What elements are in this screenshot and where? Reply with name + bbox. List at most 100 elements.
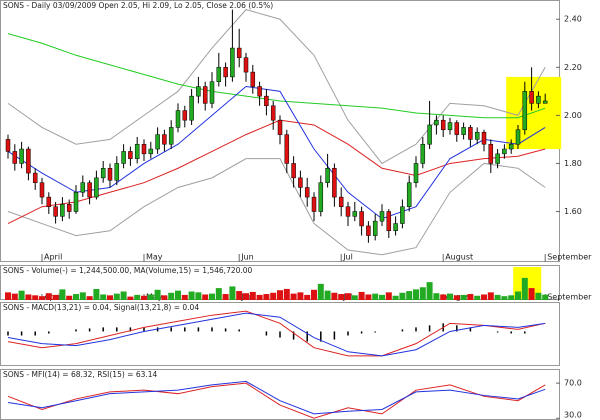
volume-bar: [521, 277, 528, 300]
overlay-line: [7, 86, 546, 220]
volume-bar: [229, 286, 236, 300]
candle-body: [12, 151, 18, 164]
volume-bar: [487, 292, 494, 300]
volume-bar: [277, 290, 283, 300]
candle-body: [427, 124, 432, 145]
y-tick-label: 2.20: [564, 63, 582, 72]
volume-bar: [154, 289, 161, 300]
candle-body: [80, 182, 86, 193]
volume-bar: [474, 295, 481, 300]
candle-body: [332, 168, 337, 198]
volume-bar: [168, 292, 175, 300]
volume-bar: [392, 295, 399, 300]
overlay-line: [7, 119, 546, 224]
candle-body: [53, 206, 58, 217]
volume-bar: [283, 288, 290, 300]
candle-body: [32, 172, 38, 183]
panel-title: SONS - Daily 03/09/2009 Open 2.05, Hi 2.…: [3, 1, 273, 10]
candle-body: [264, 95, 269, 107]
candle-body: [141, 143, 147, 155]
volume-bar: [311, 289, 317, 300]
x-tick-label: May: [146, 253, 163, 262]
candle-body: [508, 143, 514, 150]
overlay-line: [7, 33, 546, 119]
candle-body: [488, 143, 494, 164]
volume-bar: [297, 292, 304, 300]
volume-bar: [100, 294, 107, 300]
volume-bar: [338, 294, 345, 300]
panel-title: SONS - MACD(13,21) = 0.04, Signal(13,21,…: [3, 303, 199, 312]
candle-body: [311, 196, 317, 212]
volume-bar: [18, 290, 25, 300]
volume-bar: [528, 288, 535, 300]
candle-body: [155, 134, 160, 150]
candle-body: [468, 127, 473, 140]
x-tick-label: May: [146, 293, 163, 302]
volume-bar: [270, 292, 277, 300]
volume-bar: [113, 293, 120, 300]
candle-body: [393, 223, 398, 232]
candle-body: [94, 177, 99, 198]
volume-bar: [11, 293, 18, 300]
candle-body: [481, 131, 487, 145]
osc-line: [7, 380, 546, 415]
y-tick-label: 2.00: [564, 111, 582, 120]
candle-body: [277, 119, 283, 135]
candle-body: [66, 204, 72, 212]
candle-body: [270, 105, 276, 121]
volume-bar: [365, 294, 372, 300]
candle-body: [182, 110, 188, 121]
candle-body: [168, 127, 174, 145]
macd-frame: [0, 302, 560, 366]
candle-body: [162, 134, 167, 145]
candle-body: [447, 122, 453, 131]
candle-body: [46, 196, 52, 207]
candle-body: [107, 168, 113, 181]
volume-bar: [304, 294, 311, 300]
volume-bar: [447, 293, 453, 300]
candle-body: [39, 182, 45, 198]
volume-bar: [79, 292, 86, 300]
volume-bar: [515, 291, 521, 300]
volume-bar: [256, 294, 263, 300]
candle-body: [128, 151, 133, 159]
volume-bar: [120, 291, 127, 300]
candle-body: [73, 192, 79, 212]
volume-bar: [419, 287, 426, 300]
candle-body: [121, 151, 126, 164]
candle-body: [298, 177, 303, 188]
candle-body: [372, 220, 378, 236]
volume-bar: [134, 294, 141, 300]
candle-body: [114, 163, 120, 181]
volume-bar: [59, 289, 66, 300]
volume-bar: [351, 295, 358, 300]
volume-bar: [440, 294, 447, 300]
candle-body: [366, 225, 371, 236]
candle-body: [440, 119, 446, 131]
volume-bar: [188, 291, 195, 300]
candle-body: [257, 86, 262, 97]
candle-body: [19, 148, 24, 164]
candle-body: [175, 110, 181, 128]
candle-body: [60, 204, 65, 217]
volume-bar: [236, 291, 243, 300]
volume-bar: [372, 293, 379, 300]
candle-body: [148, 148, 154, 155]
volume-bar: [25, 294, 32, 300]
y-tick-label: 2.40: [564, 15, 582, 24]
candle-body: [461, 127, 466, 135]
candle-body: [413, 163, 419, 183]
candle-body: [352, 211, 358, 217]
volume-bar: [52, 294, 59, 300]
candle-body: [379, 211, 385, 222]
volume-bar: [66, 295, 73, 300]
candle-body: [236, 47, 242, 58]
candle-body: [5, 139, 11, 152]
volume-bar: [249, 291, 256, 300]
volume-bar: [494, 294, 501, 300]
candle-body: [454, 122, 460, 135]
x-tick-label: Jul: [342, 253, 353, 262]
candle-body: [495, 153, 500, 164]
volume-bar: [460, 294, 467, 300]
